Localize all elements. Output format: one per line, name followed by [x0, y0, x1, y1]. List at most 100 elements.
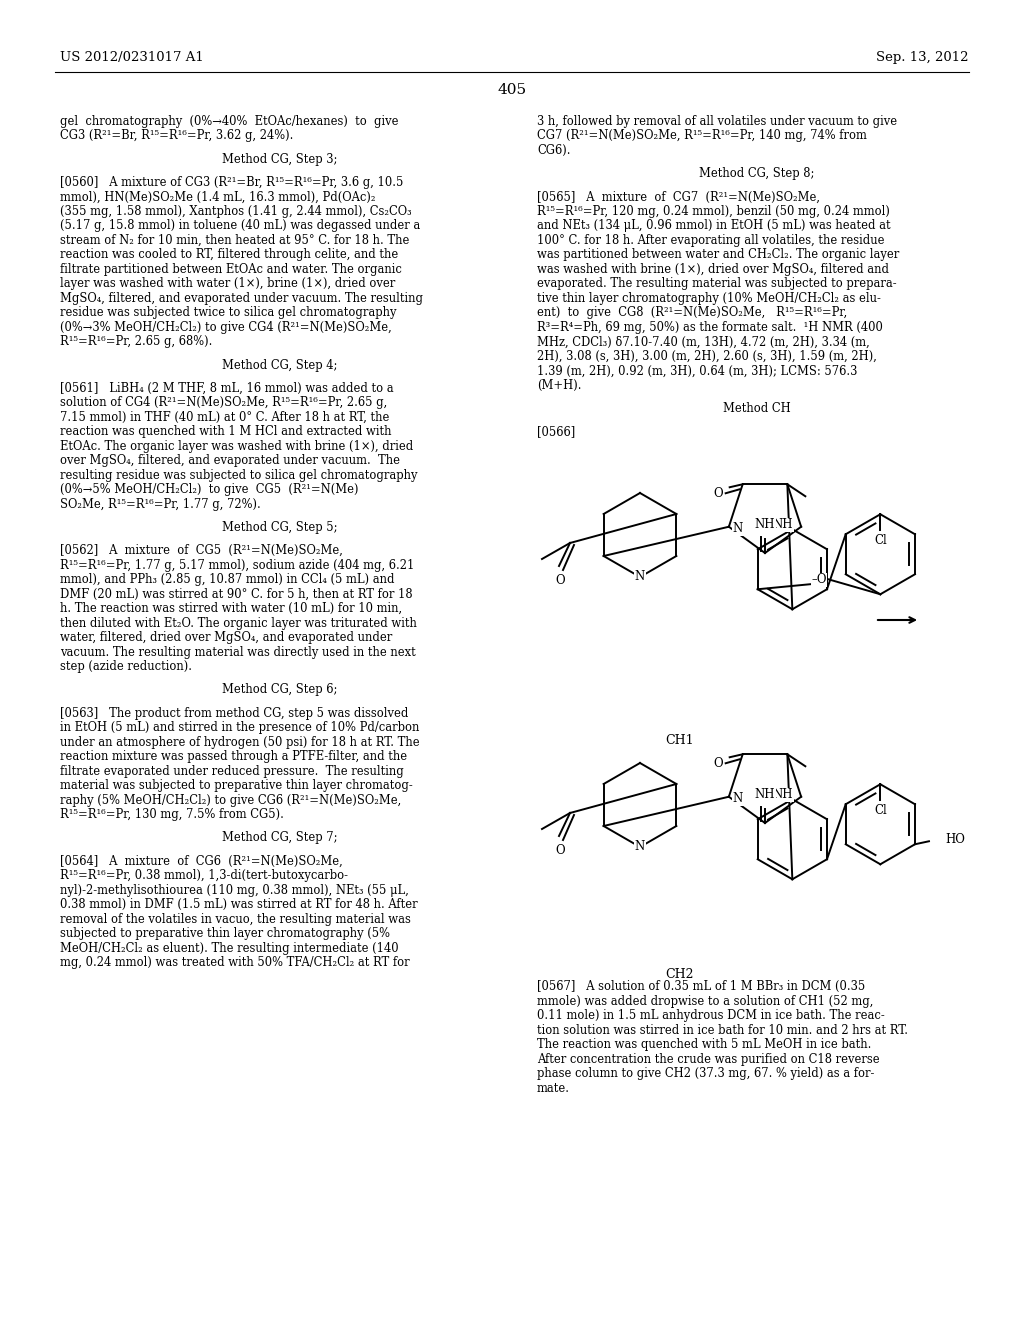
Text: [0564]   A  mixture  of  CG6  (R²¹=N(Me)SO₂Me,: [0564] A mixture of CG6 (R²¹=N(Me)SO₂Me, [60, 854, 343, 867]
Text: mate.: mate. [537, 1081, 570, 1094]
Text: (5.17 g, 15.8 mmol) in toluene (40 mL) was degassed under a: (5.17 g, 15.8 mmol) in toluene (40 mL) w… [60, 219, 420, 232]
Text: (355 mg, 1.58 mmol), Xantphos (1.41 g, 2.44 mmol), Cs₂CO₃: (355 mg, 1.58 mmol), Xantphos (1.41 g, 2… [60, 205, 412, 218]
Text: NH: NH [773, 519, 794, 531]
Text: R¹⁵=R¹⁶=Pr, 120 mg, 0.24 mmol), benzil (50 mg, 0.24 mmol): R¹⁵=R¹⁶=Pr, 120 mg, 0.24 mmol), benzil (… [537, 205, 890, 218]
Text: material was subjected to preparative thin layer chromatog-: material was subjected to preparative th… [60, 779, 413, 792]
Text: Method CG, Step 6;: Method CG, Step 6; [222, 684, 338, 697]
Text: NH: NH [773, 788, 794, 801]
Text: ent)  to  give  CG8  (R²¹=N(Me)SO₂Me,   R¹⁵=R¹⁶=Pr,: ent) to give CG8 (R²¹=N(Me)SO₂Me, R¹⁵=R¹… [537, 306, 847, 319]
Text: HO: HO [945, 833, 965, 846]
Text: [0565]   A  mixture  of  CG7  (R²¹=N(Me)SO₂Me,: [0565] A mixture of CG7 (R²¹=N(Me)SO₂Me, [537, 190, 820, 203]
Text: stream of N₂ for 10 min, then heated at 95° C. for 18 h. The: stream of N₂ for 10 min, then heated at … [60, 234, 410, 247]
Text: reaction was cooled to RT, filtered through celite, and the: reaction was cooled to RT, filtered thro… [60, 248, 398, 261]
Text: was partitioned between water and CH₂Cl₂. The organic layer: was partitioned between water and CH₂Cl₂… [537, 248, 899, 261]
Text: CH1: CH1 [666, 734, 694, 747]
Text: Method CH: Method CH [723, 403, 791, 414]
Text: reaction mixture was passed through a PTFE-filter, and the: reaction mixture was passed through a PT… [60, 750, 408, 763]
Text: R³=R⁴=Ph, 69 mg, 50%) as the formate salt.  ¹H NMR (400: R³=R⁴=Ph, 69 mg, 50%) as the formate sal… [537, 321, 883, 334]
Text: evaporated. The resulting material was subjected to prepara-: evaporated. The resulting material was s… [537, 277, 897, 290]
Text: vacuum. The resulting material was directly used in the next: vacuum. The resulting material was direc… [60, 645, 416, 659]
Text: reaction was quenched with 1 M HCl and extracted with: reaction was quenched with 1 M HCl and e… [60, 425, 391, 438]
Text: nyl)-2-methylisothiourea (110 mg, 0.38 mmol), NEt₃ (55 μL,: nyl)-2-methylisothiourea (110 mg, 0.38 m… [60, 883, 409, 896]
Text: and NEt₃ (134 μL, 0.96 mmol) in EtOH (5 mL) was heated at: and NEt₃ (134 μL, 0.96 mmol) in EtOH (5 … [537, 219, 891, 232]
Text: 7.15 mmol) in THF (40 mL) at 0° C. After 18 h at RT, the: 7.15 mmol) in THF (40 mL) at 0° C. After… [60, 411, 389, 424]
Text: US 2012/0231017 A1: US 2012/0231017 A1 [60, 51, 204, 65]
Text: over MgSO₄, filtered, and evaporated under vacuum.  The: over MgSO₄, filtered, and evaporated und… [60, 454, 400, 467]
Text: DMF (20 mL) was stirred at 90° C. for 5 h, then at RT for 18: DMF (20 mL) was stirred at 90° C. for 5 … [60, 587, 413, 601]
Text: N: N [733, 523, 743, 535]
Text: Sep. 13, 2012: Sep. 13, 2012 [877, 51, 969, 65]
Text: CG3 (R²¹=Br, R¹⁵=R¹⁶=Pr, 3.62 g, 24%).: CG3 (R²¹=Br, R¹⁵=R¹⁶=Pr, 3.62 g, 24%). [60, 129, 293, 143]
Text: tion solution was stirred in ice bath for 10 min. and 2 hrs at RT.: tion solution was stirred in ice bath fo… [537, 1023, 908, 1036]
Text: mmol), and PPh₃ (2.85 g, 10.87 mmol) in CCl₄ (5 mL) and: mmol), and PPh₃ (2.85 g, 10.87 mmol) in … [60, 573, 394, 586]
Text: 2H), 3.08 (s, 3H), 3.00 (m, 2H), 2.60 (s, 3H), 1.59 (m, 2H),: 2H), 3.08 (s, 3H), 3.00 (m, 2H), 2.60 (s… [537, 350, 877, 363]
Text: Method CG, Step 4;: Method CG, Step 4; [222, 359, 338, 372]
Text: O: O [555, 574, 565, 587]
Text: EtOAc. The organic layer was washed with brine (1×), dried: EtOAc. The organic layer was washed with… [60, 440, 414, 453]
Text: (M+H).: (M+H). [537, 379, 582, 392]
Text: 100° C. for 18 h. After evaporating all volatiles, the residue: 100° C. for 18 h. After evaporating all … [537, 234, 885, 247]
Text: removal of the volatiles in vacuo, the resulting material was: removal of the volatiles in vacuo, the r… [60, 912, 411, 925]
Text: h. The reaction was stirred with water (10 mL) for 10 min,: h. The reaction was stirred with water (… [60, 602, 402, 615]
Text: R¹⁵=R¹⁶=Pr, 2.65 g, 68%).: R¹⁵=R¹⁶=Pr, 2.65 g, 68%). [60, 335, 212, 348]
Text: MeOH/CH₂Cl₂ as eluent). The resulting intermediate (140: MeOH/CH₂Cl₂ as eluent). The resulting in… [60, 941, 398, 954]
Text: resulting residue was subjected to silica gel chromatography: resulting residue was subjected to silic… [60, 469, 418, 482]
Text: O: O [555, 845, 565, 858]
Text: filtrate evaporated under reduced pressure.  The resulting: filtrate evaporated under reduced pressu… [60, 764, 403, 777]
Text: residue was subjected twice to silica gel chromatography: residue was subjected twice to silica ge… [60, 306, 396, 319]
Text: filtrate partitioned between EtOAc and water. The organic: filtrate partitioned between EtOAc and w… [60, 263, 401, 276]
Text: in EtOH (5 mL) and stirred in the presence of 10% Pd/carbon: in EtOH (5 mL) and stirred in the presen… [60, 721, 420, 734]
Text: solution of CG4 (R²¹=N(Me)SO₂Me, R¹⁵=R¹⁶=Pr, 2.65 g,: solution of CG4 (R²¹=N(Me)SO₂Me, R¹⁵=R¹⁶… [60, 396, 387, 409]
Text: subjected to preparative thin layer chromatography (5%: subjected to preparative thin layer chro… [60, 927, 390, 940]
Text: MHz, CDCl₃) δ7.10-7.40 (m, 13H), 4.72 (m, 2H), 3.34 (m,: MHz, CDCl₃) δ7.10-7.40 (m, 13H), 4.72 (m… [537, 335, 869, 348]
Text: layer was washed with water (1×), brine (1×), dried over: layer was washed with water (1×), brine … [60, 277, 395, 290]
Text: Method CG, Step 8;: Method CG, Step 8; [699, 168, 815, 181]
Text: CG7 (R²¹=N(Me)SO₂Me, R¹⁵=R¹⁶=Pr, 140 mg, 74% from: CG7 (R²¹=N(Me)SO₂Me, R¹⁵=R¹⁶=Pr, 140 mg,… [537, 129, 867, 143]
Text: After concentration the crude was purified on C18 reverse: After concentration the crude was purifi… [537, 1052, 880, 1065]
Text: NH: NH [755, 788, 775, 801]
Text: CG6).: CG6). [537, 144, 570, 157]
Text: –O: –O [811, 573, 826, 586]
Text: R¹⁵=R¹⁶=Pr, 130 mg, 7.5% from CG5).: R¹⁵=R¹⁶=Pr, 130 mg, 7.5% from CG5). [60, 808, 284, 821]
Text: (0%→5% MeOH/CH₂Cl₂)  to give  CG5  (R²¹=N(Me): (0%→5% MeOH/CH₂Cl₂) to give CG5 (R²¹=N(M… [60, 483, 358, 496]
Text: N: N [733, 792, 743, 805]
Text: SO₂Me, R¹⁵=R¹⁶=Pr, 1.77 g, 72%).: SO₂Me, R¹⁵=R¹⁶=Pr, 1.77 g, 72%). [60, 498, 261, 511]
Text: phase column to give CH2 (37.3 mg, 67. % yield) as a for-: phase column to give CH2 (37.3 mg, 67. %… [537, 1067, 874, 1080]
Text: [0563]   The product from method CG, step 5 was dissolved: [0563] The product from method CG, step … [60, 706, 409, 719]
Text: R¹⁵=R¹⁶=Pr, 1.77 g, 5.17 mmol), sodium azide (404 mg, 6.21: R¹⁵=R¹⁶=Pr, 1.77 g, 5.17 mmol), sodium a… [60, 558, 415, 572]
Text: gel  chromatography  (0%→40%  EtOAc/hexanes)  to  give: gel chromatography (0%→40% EtOAc/hexanes… [60, 115, 398, 128]
Text: NH: NH [755, 519, 775, 532]
Text: O: O [714, 756, 724, 770]
Text: step (azide reduction).: step (azide reduction). [60, 660, 193, 673]
Text: N: N [635, 841, 645, 854]
Text: was washed with brine (1×), dried over MgSO₄, filtered and: was washed with brine (1×), dried over M… [537, 263, 889, 276]
Text: 405: 405 [498, 83, 526, 96]
Text: 0.38 mmol) in DMF (1.5 mL) was stirred at RT for 48 h. After: 0.38 mmol) in DMF (1.5 mL) was stirred a… [60, 898, 418, 911]
Text: mmol), HN(Me)SO₂Me (1.4 mL, 16.3 mmol), Pd(OAc)₂: mmol), HN(Me)SO₂Me (1.4 mL, 16.3 mmol), … [60, 190, 376, 203]
Text: O: O [714, 487, 724, 500]
Text: mmole) was added dropwise to a solution of CH1 (52 mg,: mmole) was added dropwise to a solution … [537, 994, 873, 1007]
Text: Method CG, Step 7;: Method CG, Step 7; [222, 832, 338, 845]
Text: (0%→3% MeOH/CH₂Cl₂) to give CG4 (R²¹=N(Me)SO₂Me,: (0%→3% MeOH/CH₂Cl₂) to give CG4 (R²¹=N(M… [60, 321, 392, 334]
Text: 1.39 (m, 2H), 0.92 (m, 3H), 0.64 (m, 3H); LCMS: 576.3: 1.39 (m, 2H), 0.92 (m, 3H), 0.64 (m, 3H)… [537, 364, 857, 378]
Text: raphy (5% MeOH/CH₂Cl₂) to give CG6 (R²¹=N(Me)SO₂Me,: raphy (5% MeOH/CH₂Cl₂) to give CG6 (R²¹=… [60, 793, 401, 807]
Text: [0560]   A mixture of CG3 (R²¹=Br, R¹⁵=R¹⁶=Pr, 3.6 g, 10.5: [0560] A mixture of CG3 (R²¹=Br, R¹⁵=R¹⁶… [60, 176, 403, 189]
Text: under an atmosphere of hydrogen (50 psi) for 18 h at RT. The: under an atmosphere of hydrogen (50 psi)… [60, 735, 420, 748]
Text: then diluted with Et₂O. The organic layer was triturated with: then diluted with Et₂O. The organic laye… [60, 616, 417, 630]
Text: N: N [635, 570, 645, 583]
Text: CH2: CH2 [666, 969, 694, 982]
Text: 3 h, followed by removal of all volatiles under vacuum to give: 3 h, followed by removal of all volatile… [537, 115, 897, 128]
Text: [0562]   A  mixture  of  CG5  (R²¹=N(Me)SO₂Me,: [0562] A mixture of CG5 (R²¹=N(Me)SO₂Me, [60, 544, 343, 557]
Text: MgSO₄, filtered, and evaporated under vacuum. The resulting: MgSO₄, filtered, and evaporated under va… [60, 292, 423, 305]
Text: Cl: Cl [873, 804, 887, 817]
Text: mg, 0.24 mmol) was treated with 50% TFA/CH₂Cl₂ at RT for: mg, 0.24 mmol) was treated with 50% TFA/… [60, 956, 410, 969]
Text: R¹⁵=R¹⁶=Pr, 0.38 mmol), 1,3-di(tert-butoxycarbo-: R¹⁵=R¹⁶=Pr, 0.38 mmol), 1,3-di(tert-buto… [60, 869, 348, 882]
Text: [0561]   LiBH₄ (2 M THF, 8 mL, 16 mmol) was added to a: [0561] LiBH₄ (2 M THF, 8 mL, 16 mmol) wa… [60, 381, 393, 395]
Text: The reaction was quenched with 5 mL MeOH in ice bath.: The reaction was quenched with 5 mL MeOH… [537, 1038, 871, 1051]
Text: Method CG, Step 5;: Method CG, Step 5; [222, 521, 338, 535]
Text: 0.11 mole) in 1.5 mL anhydrous DCM in ice bath. The reac-: 0.11 mole) in 1.5 mL anhydrous DCM in ic… [537, 1008, 885, 1022]
Text: [0566]: [0566] [537, 425, 575, 438]
Text: water, filtered, dried over MgSO₄, and evaporated under: water, filtered, dried over MgSO₄, and e… [60, 631, 392, 644]
Text: tive thin layer chromatography (10% MeOH/CH₂Cl₂ as elu-: tive thin layer chromatography (10% MeOH… [537, 292, 881, 305]
Text: [0567]   A solution of 0.35 mL of 1 M BBr₃ in DCM (0.35: [0567] A solution of 0.35 mL of 1 M BBr₃… [537, 979, 865, 993]
